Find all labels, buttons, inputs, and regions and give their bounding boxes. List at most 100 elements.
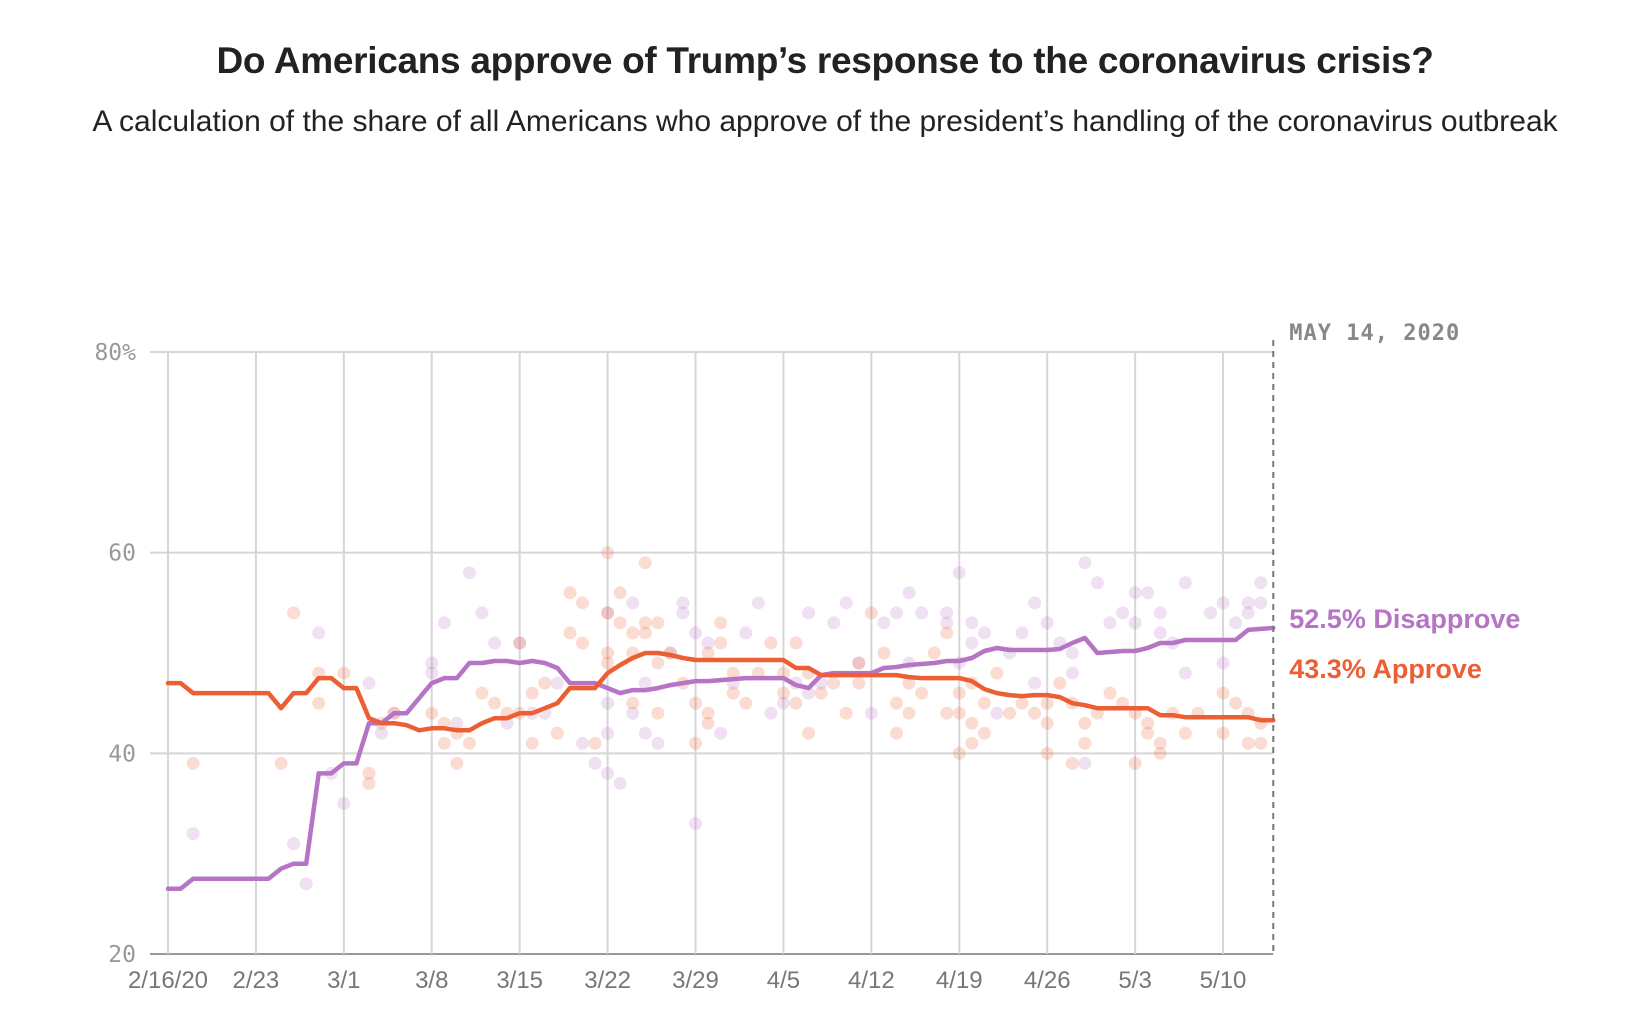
disapprove-poll-dot <box>990 706 1004 720</box>
disapprove-poll-dot <box>287 837 301 851</box>
disapprove-poll-dot <box>676 606 690 620</box>
approve-poll-dot <box>814 686 828 700</box>
approve-poll-dot <box>563 586 577 600</box>
disapprove-poll-dot <box>1241 596 1255 610</box>
disapprove-poll-dot <box>864 706 878 720</box>
approve-poll-dot <box>475 686 489 700</box>
disapprove-poll-dot <box>940 606 954 620</box>
poll-scatter <box>186 546 1268 891</box>
disapprove-poll-dot <box>1254 596 1268 610</box>
approve-poll-dot <box>1078 716 1092 730</box>
disapprove-poll-dot <box>714 726 728 740</box>
approve-poll-dot <box>1216 686 1230 700</box>
current-date-label: MAY 14, 2020 <box>1289 321 1460 346</box>
approve-poll-dot <box>638 556 652 570</box>
approve-poll-dot <box>952 686 966 700</box>
disapprove-poll-dot <box>186 827 200 841</box>
disapprove-poll-dot <box>889 606 903 620</box>
disapprove-poll-dot <box>601 766 615 780</box>
x-tick-label: 3/8 <box>415 967 448 994</box>
disapprove-poll-dot <box>739 626 753 640</box>
approve-poll-dot <box>525 736 539 750</box>
disapprove-poll-dot <box>965 616 979 630</box>
approve-poll-dot <box>575 596 589 610</box>
approve-poll-dot <box>626 696 640 710</box>
chart-subtitle: A calculation of the share of all Americ… <box>92 105 1558 138</box>
disapprove-poll-dot <box>839 596 853 610</box>
x-tick-label: 2/16/20 <box>128 967 208 994</box>
x-tick-label: 2/23 <box>233 967 280 994</box>
y-tick-label: 20 <box>108 942 136 968</box>
x-tick-label: 5/10 <box>1200 967 1247 994</box>
disapprove-poll-dot <box>626 706 640 720</box>
approve-poll-dot <box>1153 736 1167 750</box>
disapprove-poll-dot <box>550 676 564 690</box>
approve-poll-dot <box>952 706 966 720</box>
y-tick-label: 60 <box>108 541 136 567</box>
approve-poll-dot <box>739 696 753 710</box>
approve-poll-dot <box>1141 716 1155 730</box>
approve-poll-dot <box>701 716 715 730</box>
disapprove-poll-dot <box>613 776 627 790</box>
disapprove-poll-dot <box>450 716 464 730</box>
approve-poll-dot <box>940 706 954 720</box>
approve-poll-dot <box>864 606 878 620</box>
disapprove-poll-dot <box>802 606 816 620</box>
approve-poll-dot <box>889 696 903 710</box>
approve-poll-dot <box>726 666 740 680</box>
x-tick-label: 3/22 <box>584 967 631 994</box>
disapprove-poll-dot <box>852 656 866 670</box>
disapprove-poll-dot <box>802 686 816 700</box>
disapprove-poll-dot <box>1153 606 1167 620</box>
approve-poll-dot <box>1103 686 1117 700</box>
disapprove-poll-dot <box>1141 586 1155 600</box>
chart-title: Do Americans approve of Trump’s response… <box>216 40 1434 81</box>
disapprove-poll-dot <box>940 616 954 630</box>
disapprove-poll-dot <box>1078 756 1092 770</box>
approve-poll-dot <box>488 696 502 710</box>
approve-poll-dot <box>274 756 288 770</box>
disapprove-poll-dot <box>751 596 765 610</box>
approve-poll-dot <box>714 616 728 630</box>
x-tick-label: 4/12 <box>848 967 895 994</box>
disapprove-poll-dot <box>1216 596 1230 610</box>
approve-poll-dot <box>977 726 991 740</box>
approve-poll-dot <box>601 646 615 660</box>
disapprove-poll-dot <box>513 636 527 650</box>
approve-poll-dot <box>889 726 903 740</box>
approve-poll-dot <box>852 676 866 690</box>
approve-poll-dot <box>1028 706 1042 720</box>
approve-poll-dot <box>525 686 539 700</box>
approve-poll-dot <box>462 736 476 750</box>
approve-poll-dot <box>575 636 589 650</box>
approve-poll-dot <box>638 626 652 640</box>
disapprove-poll-dot <box>764 706 778 720</box>
disapprove-poll-dot <box>437 616 451 630</box>
disapprove-poll-dot <box>1028 596 1042 610</box>
disapprove-poll-dot <box>638 726 652 740</box>
approve-poll-dot <box>1178 726 1192 740</box>
approve-poll-dot <box>1216 726 1230 740</box>
disapprove-poll-dot <box>299 877 313 891</box>
disapprove-poll-dot <box>1128 616 1142 630</box>
approve-poll-dot <box>789 696 803 710</box>
approve-poll-dot <box>1053 676 1067 690</box>
approve-poll-dot <box>550 726 564 740</box>
approve-poll-dot <box>952 746 966 760</box>
disapprove-line <box>165 625 1276 892</box>
disapprove-poll-dot <box>689 817 703 831</box>
disapprove-poll-dot <box>1090 576 1104 590</box>
x-tick-label: 5/3 <box>1118 967 1151 994</box>
disapprove-poll-dot <box>337 797 351 810</box>
approve-poll-dot <box>601 656 615 670</box>
x-tick-label: 3/15 <box>496 967 543 994</box>
approve-poll-dot <box>1040 696 1054 710</box>
approve-poll-dot <box>1128 756 1142 770</box>
approve-poll-dot <box>915 686 929 700</box>
approve-poll-dot <box>789 636 803 650</box>
approve-poll-dot <box>701 646 715 660</box>
approve-poll-dot <box>1153 746 1167 760</box>
disapprove-poll-dot <box>601 606 615 620</box>
disapprove-poll-dot <box>601 726 615 740</box>
